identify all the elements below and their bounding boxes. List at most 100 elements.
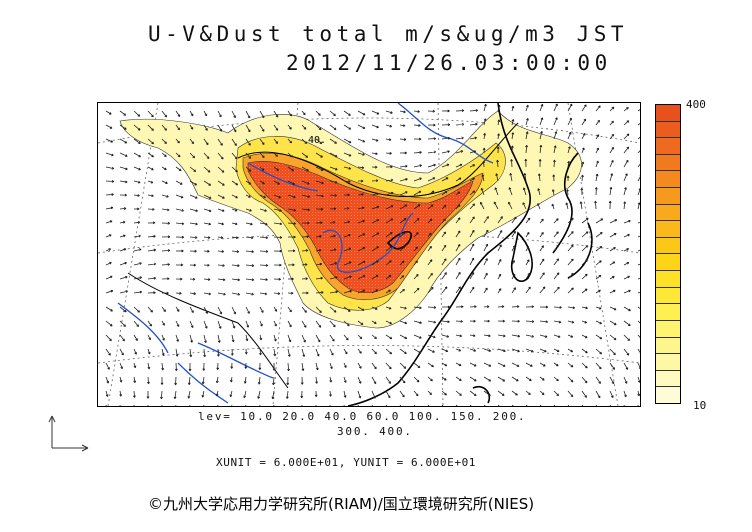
wind-vector-arrow	[217, 306, 223, 315]
wind-vector-arrow	[594, 200, 597, 210]
wind-vector-arrow	[511, 390, 518, 396]
wind-vector-arrow	[567, 244, 574, 252]
wind-vector-arrow	[245, 320, 250, 328]
wind-vector-arrow	[371, 138, 379, 142]
wind-vector-arrow	[357, 124, 366, 129]
wind-vector-arrow	[133, 194, 140, 197]
wind-vector-arrow	[217, 166, 225, 173]
wind-vector-arrow	[203, 306, 208, 314]
wind-vector-arrow	[105, 334, 112, 342]
wind-vector-arrow	[567, 231, 574, 238]
wind-vector-arrow	[581, 104, 587, 112]
wind-vector-arrow	[231, 334, 235, 343]
wind-vector-arrow	[511, 245, 516, 252]
wind-vector-arrow	[427, 137, 436, 141]
wind-vector-arrow	[161, 235, 171, 239]
wind-vector-arrow	[609, 219, 618, 224]
wind-vector-arrow	[160, 390, 163, 400]
wind-vector-arrow	[231, 250, 240, 253]
wind-vector-arrow	[259, 208, 267, 212]
wind-vector-arrow	[105, 376, 110, 384]
wind-vector-arrow	[623, 404, 625, 406]
wind-vector-arrow	[133, 320, 140, 327]
wind-vector-arrow	[441, 244, 447, 252]
wind-vector-arrow	[609, 334, 617, 341]
wind-vector-arrow	[595, 306, 602, 310]
wind-vector-arrow	[427, 390, 432, 396]
wind-vector-arrow	[287, 222, 297, 225]
wind-vector-arrow	[399, 390, 405, 398]
wind-vector-arrow	[133, 138, 141, 145]
wind-vector-arrow	[427, 286, 434, 294]
wind-vector-arrow	[483, 258, 488, 266]
wind-vector-arrow	[623, 348, 630, 356]
wind-vector-arrow	[609, 247, 616, 252]
wind-vector-arrow	[581, 362, 588, 369]
wind-vector-arrow	[245, 110, 251, 119]
wind-vector-arrow	[175, 166, 182, 172]
wind-vector-arrow	[413, 151, 422, 154]
wind-vector-arrow	[287, 110, 293, 117]
wind-vector-arrow	[539, 404, 542, 406]
wind-vector-arrow	[455, 362, 462, 367]
map-title-line1: U-V&Dust total m/s&ug/m3 JST	[148, 22, 629, 46]
wind-vector-arrow	[175, 208, 184, 212]
wind-vector-arrow	[413, 137, 422, 141]
wind-vector-arrow	[105, 124, 113, 129]
wind-vector-arrow	[133, 276, 143, 280]
wind-vector-arrow	[119, 220, 126, 224]
wind-vector-arrow	[385, 306, 392, 310]
wind-vector-arrow	[413, 376, 420, 383]
wind-vector-arrow	[567, 348, 574, 353]
wind-vector-arrow	[413, 190, 422, 196]
wind-vector-arrow	[508, 201, 513, 210]
wind-vector-arrow	[427, 362, 434, 368]
wind-vector-arrow	[273, 320, 277, 327]
wind-vector-arrow	[385, 334, 393, 340]
wind-vector-arrow	[259, 292, 268, 296]
wind-vector-arrow	[581, 231, 589, 238]
wind-vector-arrow	[510, 145, 514, 154]
dust-color-scale	[655, 104, 681, 404]
wind-vector-arrow	[189, 249, 197, 253]
wind-vector-arrow	[189, 110, 194, 117]
wind-vector-arrow	[469, 348, 477, 352]
wind-vector-arrow	[203, 138, 209, 146]
wind-vector-arrow	[329, 348, 334, 356]
wind-vector-arrow	[551, 203, 555, 210]
wind-vector-arrow	[441, 286, 448, 294]
wind-vector-arrow	[637, 334, 640, 339]
wind-vector-arrow	[427, 404, 430, 406]
wind-vector-arrow	[259, 306, 264, 313]
wind-vector-arrow	[553, 103, 558, 112]
wind-vector-arrow	[469, 257, 475, 266]
wind-vector-arrow	[609, 173, 614, 182]
wind-vector-arrow	[315, 348, 320, 357]
wind-vector-arrow	[623, 187, 627, 196]
wind-vector-arrow	[273, 152, 278, 157]
wind-vector-arrow	[441, 258, 447, 266]
wind-vector-arrow	[609, 376, 615, 385]
wind-vector-arrow	[203, 166, 211, 173]
color-scale-segment	[656, 188, 680, 205]
wind-vector-arrow	[314, 390, 318, 397]
wind-vector-arrow	[637, 362, 640, 370]
wind-vector-arrow	[147, 234, 156, 238]
wind-vector-arrow	[609, 159, 614, 168]
wind-vector-arrow	[511, 362, 520, 367]
wind-vector-arrow	[537, 173, 541, 182]
wind-vector-arrow	[469, 376, 477, 382]
wind-vector-arrow	[189, 180, 198, 186]
wind-vector-arrow	[567, 390, 574, 398]
wind-vector-arrow	[553, 244, 559, 252]
wind-vector-arrow	[105, 390, 109, 397]
wind-vector-arrow	[201, 376, 205, 385]
wind-vector-arrow	[371, 289, 379, 294]
wind-vector-arrow	[371, 404, 373, 406]
wind-vector-arrow	[539, 117, 544, 126]
wind-vector-arrow	[371, 192, 379, 196]
reference-vector-icon	[48, 415, 89, 452]
wind-vector-arrow	[637, 163, 640, 168]
wind-vector-arrow	[522, 187, 527, 196]
wind-vector-arrow	[329, 180, 338, 184]
